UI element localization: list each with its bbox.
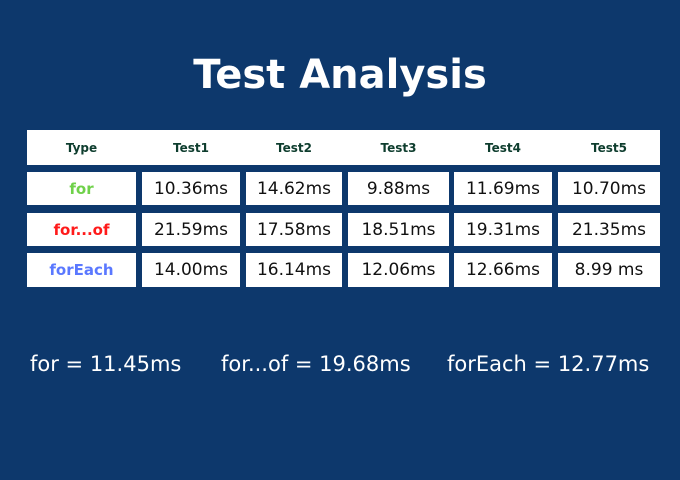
header-test4: Test4 xyxy=(485,140,521,155)
type-cell: forEach xyxy=(27,253,136,287)
header-test2: Test2 xyxy=(276,140,312,155)
summary-for-of: for...of = 19.68ms xyxy=(221,352,411,376)
value-cell: 10.70ms xyxy=(558,172,660,205)
value-cell: 21.59ms xyxy=(142,213,240,246)
type-cell: for...of xyxy=(27,213,136,246)
value-cell: 12.66ms xyxy=(454,253,552,287)
table-header xyxy=(27,130,660,165)
type-cell: for xyxy=(27,172,136,205)
value-cell: 9.88ms xyxy=(348,172,449,205)
value-cell: 21.35ms xyxy=(558,213,660,246)
value-cell: 18.51ms xyxy=(348,213,449,246)
summary-foreach: forEach = 12.77ms xyxy=(447,352,650,376)
page-title: Test Analysis xyxy=(193,52,487,98)
value-cell: 14.00ms xyxy=(142,253,240,287)
value-cell: 11.69ms xyxy=(454,172,552,205)
value-cell: 12.06ms xyxy=(348,253,449,287)
header-type: Type xyxy=(65,140,98,155)
header-test5: Test5 xyxy=(591,140,627,155)
header-test1: Test1 xyxy=(173,140,209,155)
value-cell: 10.36ms xyxy=(142,172,240,205)
value-cell: 16.14ms xyxy=(246,253,342,287)
summary-for: for = 11.45ms xyxy=(30,352,182,376)
header-test3: Test3 xyxy=(380,140,417,155)
value-cell: 19.31ms xyxy=(454,213,552,246)
value-cell: 14.62ms xyxy=(246,172,342,205)
value-cell: 17.58ms xyxy=(246,213,342,246)
value-cell: 8.99 ms xyxy=(558,253,660,287)
